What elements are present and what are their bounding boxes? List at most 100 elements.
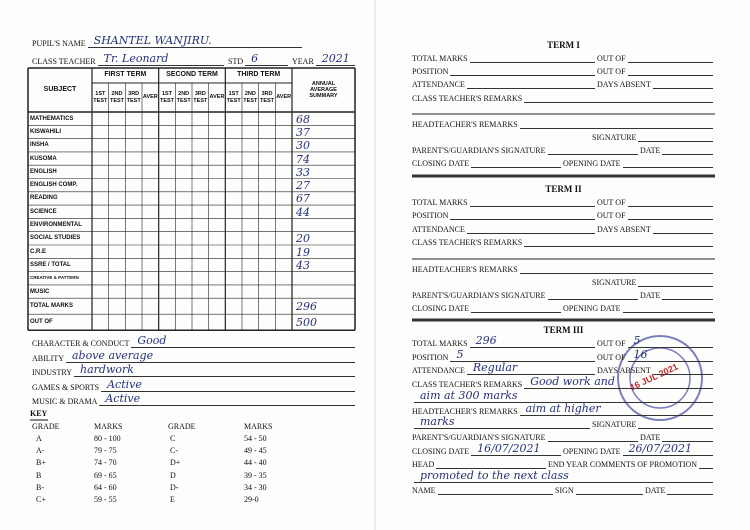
term-field: CLOSING DATE bbox=[412, 156, 561, 168]
field-value bbox=[652, 76, 713, 89]
subject-name: ENVIRONMENTAL bbox=[30, 222, 82, 229]
conduct-field: CHARACTER & CONDUCT Good bbox=[32, 335, 355, 348]
field-value bbox=[469, 50, 595, 63]
term-field: DATE bbox=[640, 430, 713, 442]
key-cell: 54 - 50 bbox=[244, 434, 267, 443]
key-cell: A bbox=[36, 434, 42, 443]
field-label: OUT OF bbox=[597, 198, 626, 207]
field-label: CLASS TEACHER bbox=[32, 57, 96, 66]
field-label: ATTENDANCE bbox=[412, 80, 465, 89]
test-header: AVER bbox=[142, 94, 158, 101]
test-header: 3RD TEST bbox=[126, 91, 141, 104]
term-field: DATE bbox=[640, 288, 713, 300]
field-value bbox=[667, 482, 713, 495]
field-value bbox=[662, 142, 713, 155]
term-field: DAYS ABSENT bbox=[597, 363, 713, 375]
field-value: Active bbox=[99, 393, 355, 406]
field-value bbox=[524, 234, 713, 247]
field-value bbox=[662, 287, 713, 300]
term-field: NAME bbox=[412, 483, 553, 495]
term-field: CLASS TEACHER'S REMARKS bbox=[412, 91, 713, 103]
term-field: DAYS ABSENT bbox=[597, 77, 713, 89]
field-label: NAME bbox=[412, 486, 436, 495]
field-label: POSITION bbox=[412, 211, 449, 220]
field-value bbox=[466, 76, 595, 89]
field-value: hardwork bbox=[74, 364, 355, 377]
field-value bbox=[547, 287, 638, 300]
field-value: Regular bbox=[466, 362, 595, 375]
stamp-ring bbox=[617, 335, 703, 421]
term-field: END YEAR COMMENTS OF PROMOTION bbox=[548, 457, 713, 469]
field-label: YEAR bbox=[292, 57, 314, 66]
field-value bbox=[466, 221, 595, 234]
field-value bbox=[547, 429, 638, 442]
field-label: PARENT'S/GUARDIAN'S SIGNATURE bbox=[412, 433, 546, 442]
key-header: MARKS bbox=[94, 422, 123, 431]
field-value bbox=[437, 482, 553, 495]
field-label: ATTENDANCE bbox=[412, 225, 465, 234]
test-header: 1ST TEST bbox=[226, 91, 241, 104]
field-value: Active bbox=[101, 378, 355, 392]
test-header: 1ST TEST bbox=[159, 91, 175, 104]
field-label: DATE bbox=[645, 486, 666, 495]
summary-mark: 27 bbox=[296, 179, 310, 193]
field-label: TOTAL MARKS bbox=[412, 54, 468, 63]
field-label: OPENING DATE bbox=[563, 447, 621, 456]
test-header: 2ND TEST bbox=[176, 91, 191, 104]
subject-name: SSRE / TOTAL bbox=[30, 261, 71, 268]
field-label: SIGNATURE bbox=[592, 420, 637, 429]
key-header: GRADE bbox=[168, 422, 196, 431]
field-label: HEADTEACHER'S REMARKS bbox=[412, 407, 518, 416]
field-value: Good work and bbox=[524, 376, 713, 389]
field-value: aim at 300 marks bbox=[414, 390, 713, 403]
field-value: marks bbox=[414, 416, 590, 429]
term-field: ATTENDANCE bbox=[412, 77, 595, 89]
summary-mark: 44 bbox=[296, 205, 310, 219]
term-field: POSITION 5 bbox=[412, 349, 595, 362]
subject-name: ENGLISH bbox=[30, 168, 57, 175]
field-label: OPENING DATE bbox=[563, 304, 621, 313]
term-field: DATE bbox=[640, 143, 713, 155]
field-label: GAMES & SPORTS bbox=[32, 382, 100, 392]
field-value bbox=[627, 50, 713, 63]
summary-mark: 74 bbox=[296, 152, 310, 166]
field-label: SIGN bbox=[555, 486, 574, 495]
field-value bbox=[699, 456, 713, 469]
field-value: 5 bbox=[450, 349, 595, 362]
field-label: HEAD bbox=[412, 460, 435, 469]
term-field: OUT OF bbox=[597, 208, 713, 220]
term-field: OPENING DATE 26/07/2021 bbox=[563, 443, 713, 456]
summary-mark: 68 bbox=[296, 112, 310, 126]
field-value bbox=[638, 416, 713, 429]
subject-header: SUBJECT bbox=[43, 85, 77, 93]
field-value bbox=[652, 362, 713, 375]
field-value: Tr. Leonard bbox=[97, 53, 224, 66]
test-header: AVER bbox=[276, 94, 292, 101]
key-cell: A- bbox=[36, 446, 45, 456]
field-value: 5 bbox=[627, 335, 713, 348]
subject-name: MUSIC bbox=[30, 288, 50, 295]
field-label: OUT OF bbox=[597, 339, 626, 348]
field-label: INDUSTRY bbox=[32, 368, 73, 377]
term-title: TERM I bbox=[547, 40, 580, 50]
term-field: ATTENDANCE bbox=[412, 222, 595, 234]
key-cell: 39 - 35 bbox=[244, 470, 267, 480]
key-header: MARKS bbox=[244, 422, 273, 431]
conduct-field: INDUSTRY hardwork bbox=[32, 364, 355, 377]
summary-mark: 37 bbox=[296, 125, 310, 139]
field-value bbox=[627, 194, 713, 207]
term-field: SIGNATURE bbox=[592, 417, 713, 429]
field-label: POSITION bbox=[412, 353, 449, 362]
summary-mark: 30 bbox=[296, 139, 310, 153]
field-label: DAYS ABSENT bbox=[597, 366, 651, 375]
term-field: TOTAL MARKS 296 bbox=[412, 335, 595, 348]
term-field: SIGN bbox=[555, 483, 643, 495]
subject-name: SCIENCE bbox=[30, 208, 57, 215]
term-header: THIRD TERM bbox=[237, 71, 281, 79]
test-header: 2ND TEST bbox=[109, 91, 125, 104]
field-label: CHARACTER & CONDUCT bbox=[32, 339, 130, 348]
key-cell: 49 - 45 bbox=[244, 446, 267, 456]
field-value bbox=[638, 274, 713, 287]
std: STD 6 bbox=[228, 53, 288, 66]
